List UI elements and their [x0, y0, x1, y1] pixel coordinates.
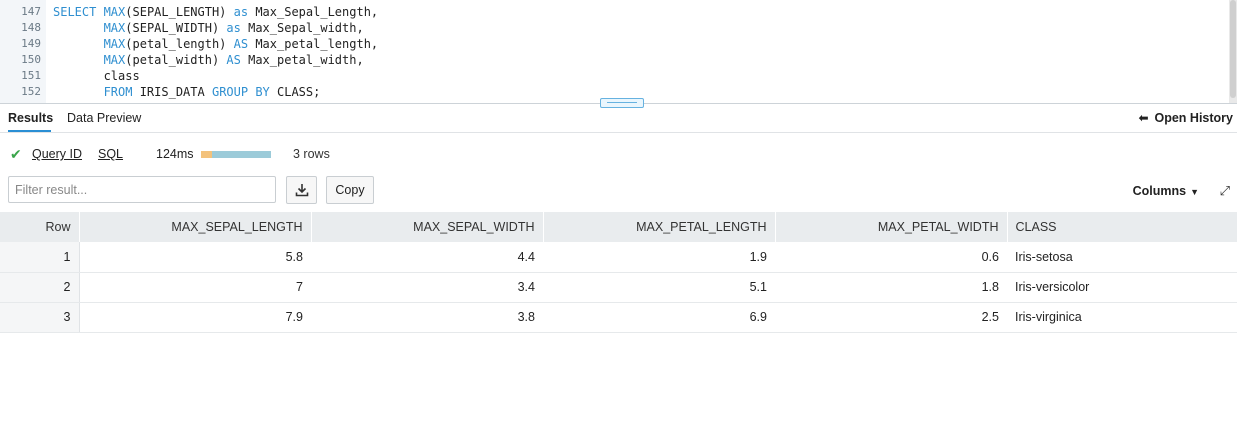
- column-header[interactable]: CLASS: [1007, 212, 1237, 242]
- table-cell[interactable]: 3.4: [311, 272, 543, 303]
- table-cell[interactable]: 5.1: [543, 272, 775, 303]
- columns-dropdown[interactable]: Columns ▼: [1133, 184, 1199, 198]
- row-number: 3: [0, 302, 80, 333]
- result-tabs: Results Data Preview ⬅ Open History: [0, 104, 1237, 133]
- code-text: MAX(petal_length) AS Max_petal_length,: [103, 37, 379, 51]
- table-cell[interactable]: 6.9: [543, 302, 775, 333]
- arrow-left-icon: ⬅: [1138, 111, 1149, 125]
- open-history-button[interactable]: ⬅ Open History: [1138, 111, 1233, 125]
- line-number: 149: [21, 37, 41, 50]
- sql-link[interactable]: SQL: [98, 147, 124, 161]
- row-number: 1: [0, 242, 80, 273]
- column-header[interactable]: MAX_SEPAL_WIDTH: [311, 212, 544, 242]
- code-text: MAX(petal_width) AS Max_petal_width,: [103, 53, 364, 67]
- download-button[interactable]: [286, 176, 317, 204]
- success-check-icon: ✔: [10, 146, 22, 162]
- code-text: FROM IRIS_DATA GROUP BY CLASS;: [103, 85, 321, 99]
- table-row: 3 7.9 3.8 6.9 2.5 Iris-virginica: [0, 302, 1237, 333]
- line-number: 150: [21, 53, 41, 66]
- table-row: 1 5.8 4.4 1.9 0.6 Iris-setosa: [0, 242, 1237, 273]
- table-cell[interactable]: 0.6: [775, 242, 1007, 273]
- download-icon: [295, 184, 308, 197]
- table-header-row: Row MAX_SEPAL_LENGTH MAX_SEPAL_WIDTH MAX…: [0, 212, 1237, 242]
- column-header[interactable]: Row: [0, 212, 80, 242]
- table-cell[interactable]: Iris-virginica: [1007, 302, 1237, 333]
- caret-down-icon: ▼: [1190, 187, 1199, 197]
- filter-result-input[interactable]: [8, 176, 276, 203]
- tab-data-preview[interactable]: Data Preview: [67, 111, 142, 125]
- active-tab-indicator: [8, 130, 51, 132]
- table-cell[interactable]: 4.4: [311, 242, 543, 273]
- table-cell[interactable]: 3.8: [311, 302, 543, 333]
- line-number: 147: [21, 5, 41, 18]
- results-table: Row MAX_SEPAL_LENGTH MAX_SEPAL_WIDTH MAX…: [0, 212, 1237, 333]
- line-number: 148: [21, 21, 41, 34]
- line-number-gutter: [0, 0, 46, 103]
- resize-handle[interactable]: [600, 98, 644, 108]
- line-number: 152: [21, 85, 41, 98]
- column-header[interactable]: MAX_SEPAL_LENGTH: [79, 212, 312, 242]
- table-cell[interactable]: 1.8: [775, 272, 1007, 303]
- query-id-link[interactable]: Query ID: [32, 147, 83, 161]
- row-number: 2: [0, 272, 80, 303]
- copy-button[interactable]: Copy: [326, 176, 374, 204]
- duration-bar: [201, 151, 271, 158]
- table-cell[interactable]: 7: [79, 272, 311, 303]
- code-text: class: [53, 69, 140, 83]
- table-cell[interactable]: 5.8: [79, 242, 311, 273]
- query-duration: 124ms: [156, 147, 194, 161]
- table-cell[interactable]: Iris-setosa: [1007, 242, 1237, 273]
- table-cell[interactable]: 2.5: [775, 302, 1007, 333]
- code-text: SELECT MAX(SEPAL_LENGTH) as Max_Sepal_Le…: [53, 5, 379, 19]
- table-cell[interactable]: Iris-versicolor: [1007, 272, 1237, 303]
- code-text: MAX(SEPAL_WIDTH) as Max_Sepal_width,: [103, 21, 364, 35]
- tab-results[interactable]: Results: [8, 111, 54, 125]
- line-number: 151: [21, 69, 41, 82]
- expand-icon[interactable]: ⤢: [1219, 183, 1230, 198]
- table-cell[interactable]: 1.9: [543, 242, 775, 273]
- column-header[interactable]: MAX_PETAL_LENGTH: [543, 212, 776, 242]
- row-count: 3 rows: [293, 147, 330, 161]
- columns-label: Columns: [1132, 184, 1187, 198]
- query-info: ✔ Query ID SQL 124ms 3 rows: [0, 146, 600, 164]
- table-cell[interactable]: 7.9: [79, 302, 311, 333]
- sql-editor[interactable]: 147 SELECT MAX(SEPAL_LENGTH) as Max_Sepal…: [0, 0, 1237, 103]
- open-history-label: Open History: [1154, 111, 1234, 125]
- column-header[interactable]: MAX_PETAL_WIDTH: [775, 212, 1008, 242]
- table-row: 2 7 3.4 5.1 1.8 Iris-versicolor: [0, 272, 1237, 303]
- editor-scrollbar[interactable]: [1229, 0, 1237, 103]
